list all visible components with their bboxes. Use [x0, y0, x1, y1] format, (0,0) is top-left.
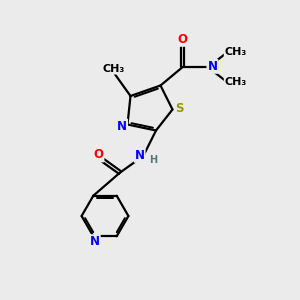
Text: S: S [175, 101, 183, 115]
Text: N: N [117, 119, 127, 133]
Text: CH₃: CH₃ [225, 77, 247, 87]
Text: O: O [177, 33, 188, 46]
Text: CH₃: CH₃ [102, 64, 124, 74]
Text: H: H [149, 154, 157, 165]
Text: CH₃: CH₃ [225, 47, 247, 57]
Text: O: O [94, 148, 103, 161]
Text: N: N [90, 235, 100, 248]
Text: N: N [207, 60, 218, 73]
Text: N: N [135, 149, 145, 162]
